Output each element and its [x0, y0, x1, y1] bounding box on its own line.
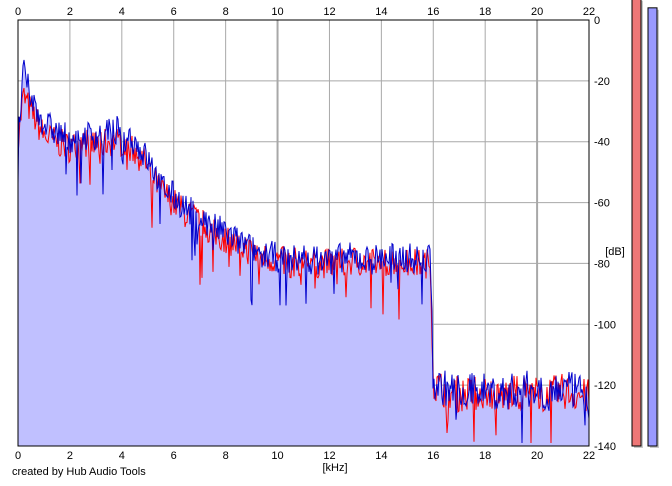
x-tick-label-bottom: 22 — [583, 450, 595, 462]
x-tick-label-top: 2 — [67, 6, 73, 18]
x-tick-label-bottom: 0 — [15, 450, 21, 462]
series-line-2 — [17, 59, 590, 444]
y-tick-label: -60 — [594, 198, 610, 210]
x-axis-label: [kHz] — [322, 462, 347, 474]
x-tick-label-top: 18 — [479, 6, 491, 18]
x-tick-label-top: 8 — [223, 6, 229, 18]
x-tick-label-bottom: 14 — [375, 450, 387, 462]
x-tick-label-bottom: 18 — [479, 450, 491, 462]
x-tick-label-top: 10 — [271, 6, 283, 18]
x-tick-label-top: 14 — [375, 6, 387, 18]
x-tick-label-top: 0 — [15, 6, 21, 18]
x-tick-label-bottom: 12 — [323, 450, 335, 462]
y-tick-label: -100 — [594, 319, 616, 331]
y-tick-label: -40 — [594, 137, 610, 149]
x-ticks-top: 0 2 4 6 8 10 12 14 16 18 20 22 — [15, 6, 595, 18]
level-meters — [631, 0, 659, 448]
credit-text: created by Hub Audio Tools — [12, 466, 146, 478]
x-tick-label-bottom: 2 — [67, 450, 73, 462]
x-tick-label-top: 12 — [323, 6, 335, 18]
y-tick-label: -80 — [594, 258, 610, 270]
y-tick-label: 0 — [594, 15, 600, 27]
x-ticks-bottom: 0 2 4 6 8 10 12 14 16 18 20 22 — [15, 450, 595, 462]
x-tick-label-bottom: 10 — [271, 450, 283, 462]
x-tick-label-bottom: 16 — [427, 450, 439, 462]
x-tick-label-bottom: 6 — [171, 450, 177, 462]
x-tick-label-top: 4 — [119, 6, 125, 18]
level-meter-2 — [647, 7, 658, 447]
x-tick-label-top: 20 — [531, 6, 543, 18]
series-lines — [17, 59, 590, 444]
x-tick-label-top: 16 — [427, 6, 439, 18]
y-tick-label: -120 — [594, 380, 616, 392]
y-axis-label: [dB] — [605, 246, 625, 258]
y-ticks: 0 -20 -40 -60 -80 -100 -120 -140 — [594, 15, 616, 453]
x-tick-label-top: 6 — [171, 6, 177, 18]
y-tick-label: -20 — [594, 76, 610, 88]
level-meter-1 — [631, 0, 642, 447]
y-tick-label: -140 — [594, 441, 616, 453]
x-tick-label-top: 22 — [583, 6, 595, 18]
x-tick-label-bottom: 20 — [531, 450, 543, 462]
plot-frame — [17, 19, 590, 447]
x-tick-label-bottom: 8 — [223, 450, 229, 462]
x-tick-label-bottom: 4 — [119, 450, 125, 462]
